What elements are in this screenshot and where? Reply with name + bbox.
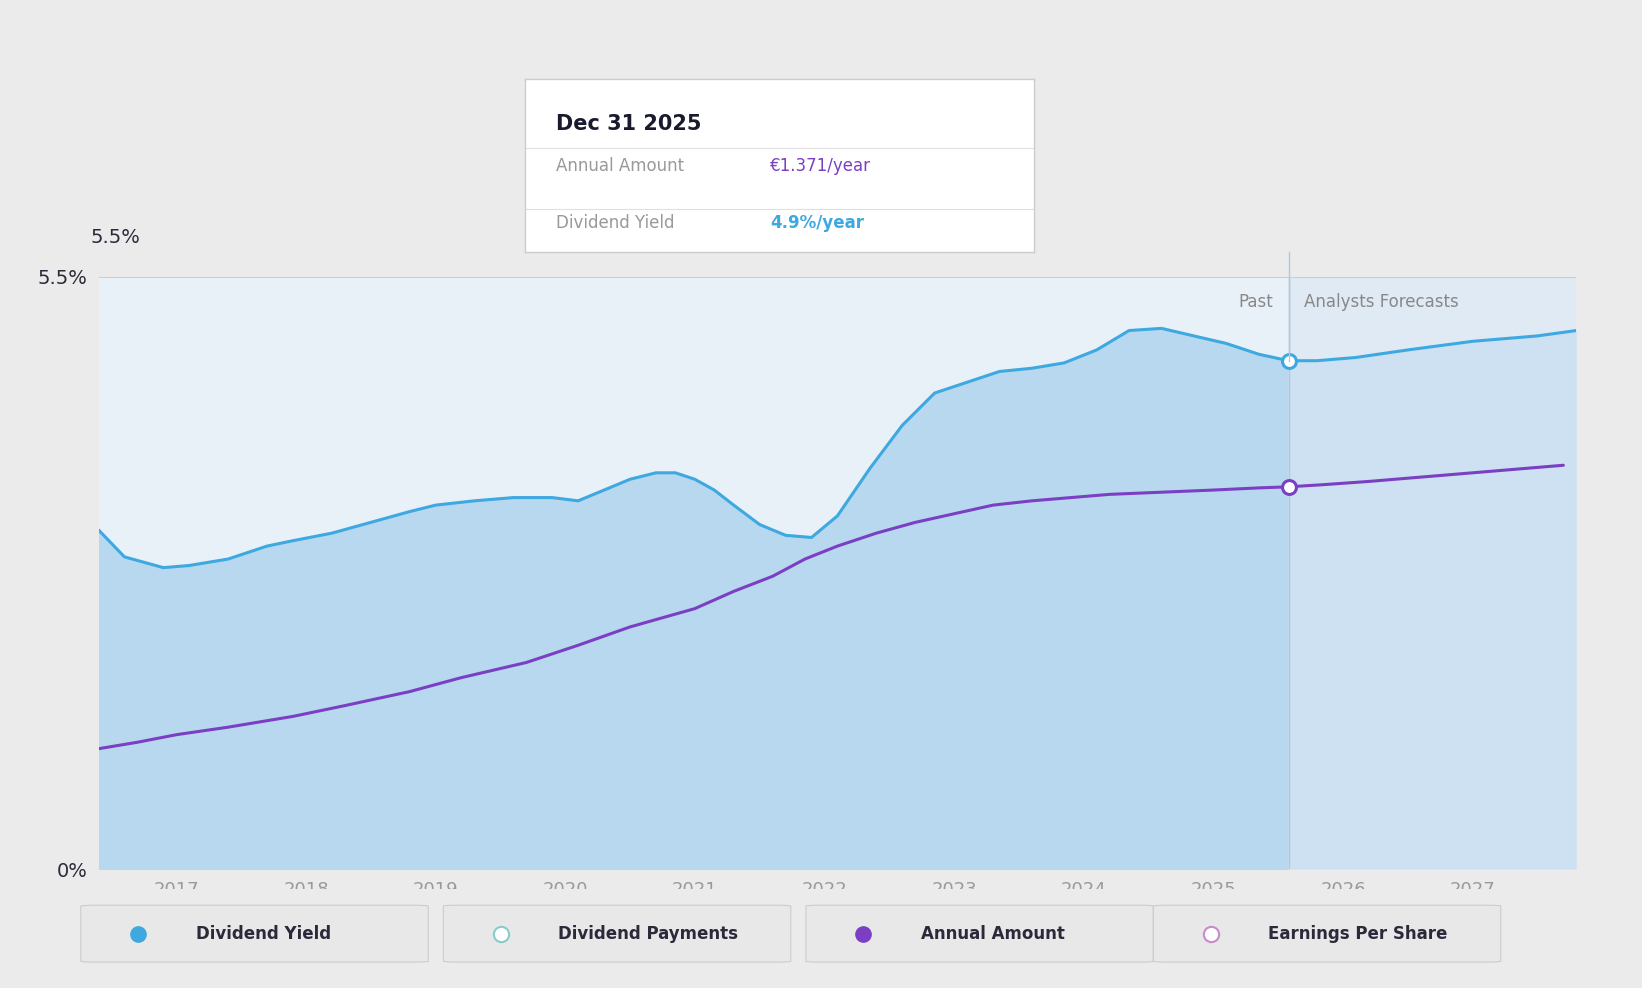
Text: Dividend Payments: Dividend Payments bbox=[558, 925, 739, 943]
Text: €1.371/year: €1.371/year bbox=[770, 157, 870, 175]
Text: 4.9%/year: 4.9%/year bbox=[770, 214, 864, 232]
Text: Annual Amount: Annual Amount bbox=[921, 925, 1064, 943]
Text: Dividend Yield: Dividend Yield bbox=[195, 925, 330, 943]
Text: Earnings Per Share: Earnings Per Share bbox=[1268, 925, 1448, 943]
FancyBboxPatch shape bbox=[443, 905, 791, 962]
Text: Annual Amount: Annual Amount bbox=[557, 157, 685, 175]
Text: Analysts Forecasts: Analysts Forecasts bbox=[1304, 292, 1458, 311]
FancyBboxPatch shape bbox=[80, 905, 429, 962]
FancyBboxPatch shape bbox=[806, 905, 1153, 962]
Text: Past: Past bbox=[1238, 292, 1273, 311]
Text: 5.5%: 5.5% bbox=[90, 228, 140, 247]
Bar bbox=[1289, 277, 1576, 869]
FancyBboxPatch shape bbox=[1153, 905, 1501, 962]
Text: Dec 31 2025: Dec 31 2025 bbox=[557, 114, 701, 133]
Text: Dividend Yield: Dividend Yield bbox=[557, 214, 675, 232]
